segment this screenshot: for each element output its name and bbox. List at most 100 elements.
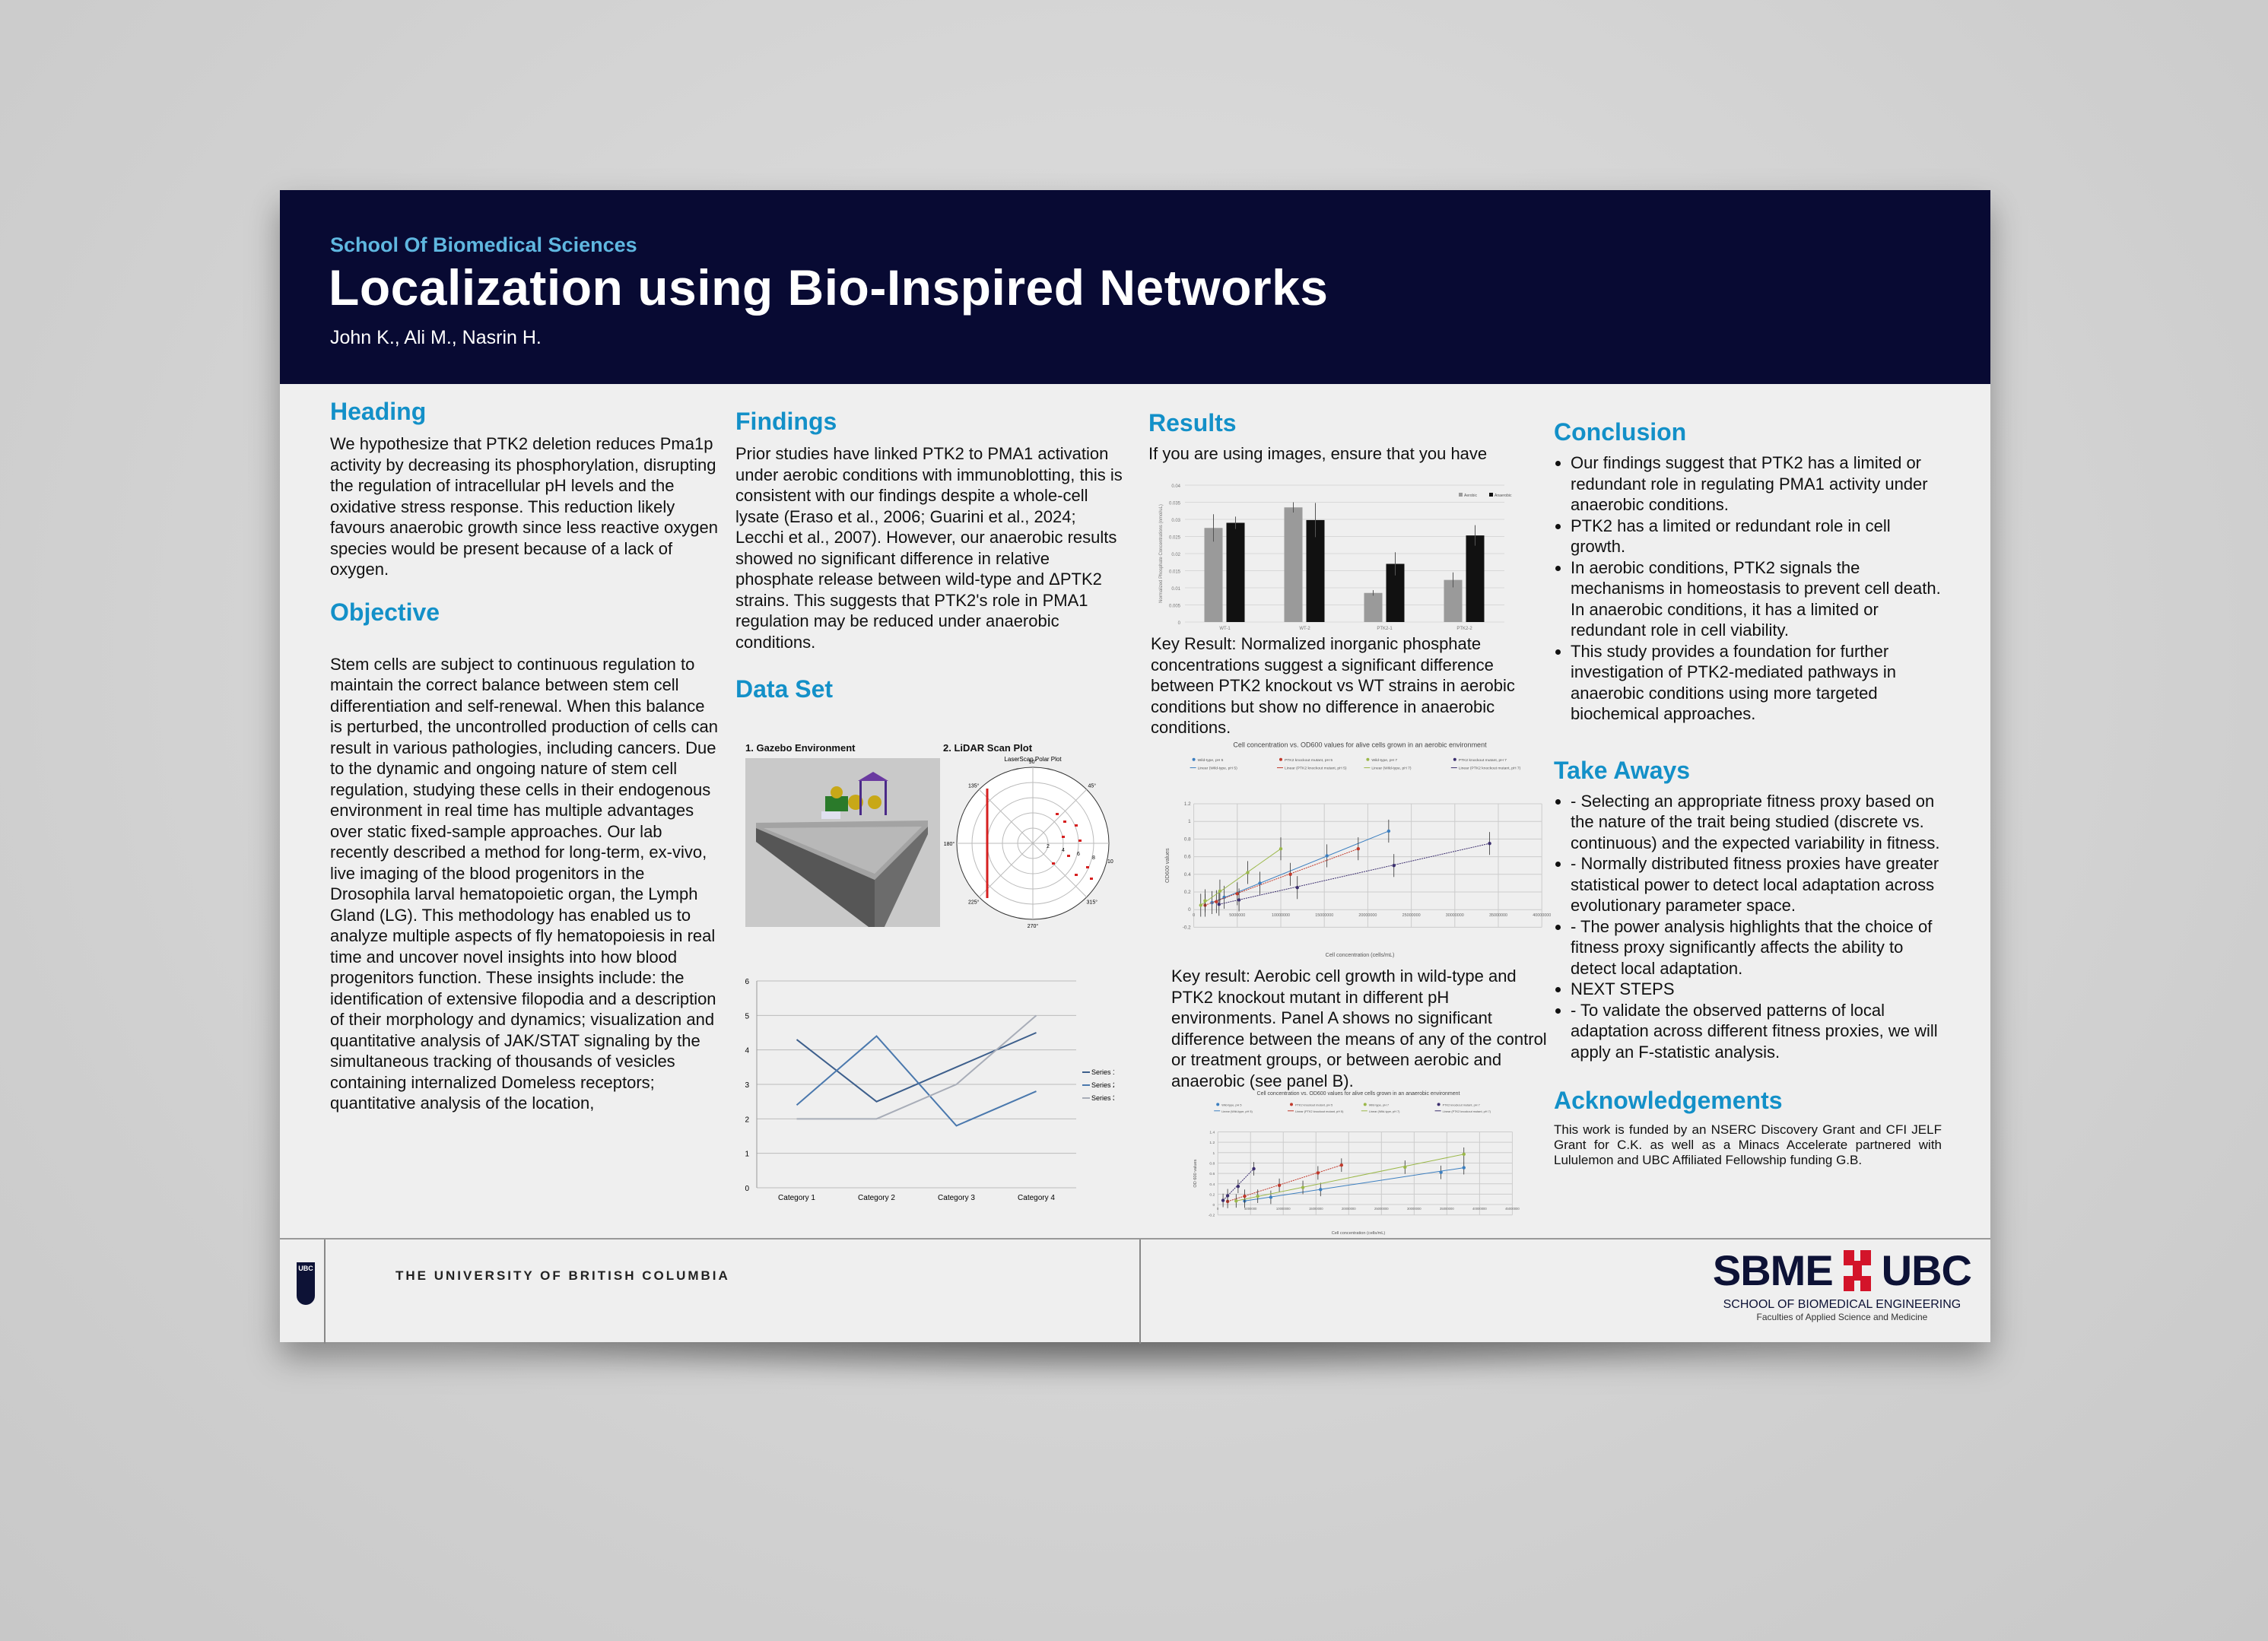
takeaway-item: - To validate the observed patterns of l… xyxy=(1571,1000,1949,1063)
data-point xyxy=(1488,842,1491,846)
trendline xyxy=(1205,848,1358,906)
y-tick-label: 0.6 xyxy=(1209,1172,1215,1176)
x-tick-label: PTK2-1 xyxy=(1377,627,1393,631)
data-point xyxy=(1203,899,1207,903)
y-tick-label: 4 xyxy=(745,1047,749,1055)
y-tick-label: 1.2 xyxy=(1209,1141,1215,1145)
y-tick-label: 3 xyxy=(745,1081,749,1090)
y-tick-label: 0.6 xyxy=(1184,855,1191,860)
phosphate-bar-chart: 0 0.005 0.01 0.015 0.02 0.025 0.03 0.035 0.04 Nor… xyxy=(1159,484,1512,631)
y-tick-label: 1 xyxy=(1188,819,1191,824)
y-tick-label: 2 xyxy=(745,1116,749,1124)
y-tick-label: 5 xyxy=(745,1012,749,1020)
polar-spoke xyxy=(978,789,1088,898)
conclusion-item: Our findings suggest that PTK2 has a lim… xyxy=(1571,452,1949,516)
data-point xyxy=(1288,872,1292,876)
trendline xyxy=(1244,1167,1464,1201)
poster-title: Localization using Bio-Inspired Networks xyxy=(329,259,1329,316)
y-tick-label: 0.025 xyxy=(1169,536,1181,541)
poster-header: School Of Biomedical Sciences Localizati… xyxy=(280,190,1990,384)
x-tick-label: WT-2 xyxy=(1299,627,1310,631)
polar-radius-label: 8 xyxy=(1092,855,1095,861)
legend-label: PTK2 knockout mutant, pH 5 xyxy=(1285,758,1333,763)
scan-point xyxy=(1062,836,1065,838)
x-tick-label: 0 xyxy=(1217,1207,1219,1211)
column-2: Findings Prior studies have linked PTK2 … xyxy=(735,408,1123,703)
results-heading: Results xyxy=(1148,409,1237,436)
polar-radius-label: 6 xyxy=(1077,852,1080,857)
x-tick-label: 40000000 xyxy=(1472,1207,1487,1211)
data-point xyxy=(1462,1166,1466,1170)
data-point xyxy=(1258,881,1262,885)
polar-angle-label: 45° xyxy=(1088,783,1096,789)
y-tick-label: 0.03 xyxy=(1171,519,1180,523)
data-point xyxy=(1356,846,1361,851)
y-tick-label: 0.2 xyxy=(1184,890,1191,895)
x-tick-label: 25000000 xyxy=(1374,1207,1389,1211)
polar-radius-label: 2 xyxy=(1047,844,1050,849)
sbme-subtitle: SCHOOL OF BIOMEDICAL ENGINEERING xyxy=(1723,1298,1961,1311)
objective-heading: Objective xyxy=(330,598,440,626)
line-chart: 0 1 2 3 4 5 6 Category 1 Category 2 Category 3 Cat… xyxy=(745,978,1114,1202)
legend-label: Linear (PTK2 knockout mutant, pH 5) xyxy=(1295,1110,1344,1113)
conclusion-item: In aerobic conditions, PTK2 signals the … xyxy=(1571,557,1949,641)
data-point xyxy=(1277,1183,1282,1187)
y-tick-label: 0.4 xyxy=(1209,1182,1215,1187)
y-tick-label: 0.005 xyxy=(1169,605,1181,609)
legend-label: Aerobic xyxy=(1464,494,1477,498)
x-tick-label: 10000000 xyxy=(1272,913,1290,918)
polar-angle-label: 225° xyxy=(968,899,980,905)
legend-label: Series 2 xyxy=(1091,1081,1114,1089)
data-point xyxy=(1217,903,1221,906)
data-point xyxy=(1234,1199,1238,1203)
data-point xyxy=(1301,1186,1305,1189)
series-line xyxy=(796,1035,1037,1127)
x-tick-label: 40000000 xyxy=(1533,913,1551,918)
legend-label: Linear (PTK2 knockout mutant, pH 7) xyxy=(1443,1110,1491,1113)
scan-point xyxy=(1075,824,1078,827)
data-point xyxy=(1462,1152,1466,1157)
x-tick-label: WT-1 xyxy=(1219,627,1231,631)
takeaway-item: NEXT STEPS xyxy=(1571,979,1949,1000)
data-point xyxy=(1256,1194,1259,1198)
y-tick-label: 0 xyxy=(745,1185,749,1193)
x-tick-label: 0 xyxy=(1193,913,1195,918)
data-point xyxy=(1387,829,1391,833)
x-tick-label: 20000000 xyxy=(1358,913,1377,918)
lidar-figure: 2. LiDAR Scan Plot LaserScan Polar Plot 9… xyxy=(943,742,1141,932)
lidar-label: 2. LiDAR Scan Plot xyxy=(943,742,1033,754)
ubc-crest-logo: UBC xyxy=(297,1262,315,1305)
y-tick-label: -0.2 xyxy=(1183,925,1191,930)
x-tick-label: Category 3 xyxy=(938,1194,975,1202)
trendline xyxy=(1218,843,1490,905)
legend-marker xyxy=(1279,757,1282,761)
objective-text: Stem cells are subject to continuous reg… xyxy=(330,654,718,1113)
y-tick-label: 1 xyxy=(745,1151,749,1159)
legend-label: Wild-type, pH 5 xyxy=(1221,1103,1241,1106)
scan-point xyxy=(1078,840,1082,842)
polar-radius-label: 4 xyxy=(1062,848,1065,853)
scan-point xyxy=(1063,820,1066,823)
trendline xyxy=(1227,1164,1342,1202)
legend-label: Wild-type, pH 7 xyxy=(1371,758,1397,763)
anaerobic-scatter-chart: Cell concentration vs. OD600 values for … xyxy=(1193,1091,1520,1236)
legend-label: Wild-type, pH 5 xyxy=(1198,758,1224,763)
x-tick-label: 15000000 xyxy=(1315,913,1333,918)
data-point xyxy=(1199,903,1202,907)
data-point xyxy=(1246,871,1250,874)
legend-label: Series 1 xyxy=(1091,1068,1114,1076)
poster-footer: UBC THE UNIVERSITY OF BRITISH COLUMBIA S… xyxy=(280,1238,1990,1344)
sbme-cross-icon xyxy=(1843,1249,1871,1291)
x-tick-label: Category 4 xyxy=(1018,1194,1055,1202)
legend-marker xyxy=(1216,1103,1220,1106)
y-tick-label: 0.4 xyxy=(1184,872,1191,878)
findings-text: Prior studies have linked PTK2 to PMA1 a… xyxy=(735,444,1123,652)
gazebo-environment-image xyxy=(745,758,940,932)
trendline xyxy=(1236,1154,1464,1201)
legend-marker xyxy=(1290,1103,1293,1106)
y-tick-label: 0.8 xyxy=(1209,1161,1215,1166)
scan-point xyxy=(1052,862,1055,865)
hypothesis-text: We hypothesize that PTK2 deletion reduce… xyxy=(330,434,718,579)
data-point xyxy=(1403,1165,1407,1170)
y-tick-label: 0 xyxy=(1212,1203,1215,1208)
